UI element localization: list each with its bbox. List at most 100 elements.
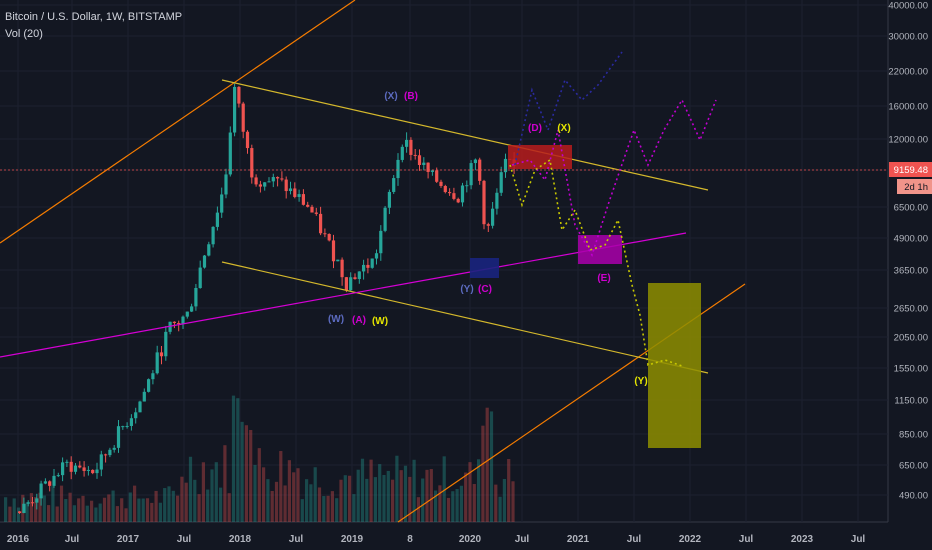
volume-bar (257, 448, 261, 522)
wave-label: (Y) (634, 376, 647, 387)
wave-label: (Y) (460, 284, 473, 295)
volume-bar (38, 492, 42, 522)
candle-body (220, 194, 224, 213)
candle-body (138, 401, 142, 413)
volume-bar (464, 472, 468, 522)
volume-bar (85, 505, 89, 522)
candle-body (39, 483, 43, 499)
volume-bar (77, 498, 81, 522)
volume-bar (386, 470, 390, 522)
channel-upper-line (221, 79, 709, 191)
x-tick-label: Jul (515, 534, 530, 545)
y-tick-label: 1550.00 (894, 364, 928, 375)
volume-bar (494, 484, 498, 522)
candle-body (323, 233, 327, 235)
candle-body (452, 193, 456, 199)
volume-bar (193, 479, 197, 522)
volume-bar (141, 498, 145, 522)
volume-bar (489, 411, 494, 522)
candle-body (121, 426, 125, 428)
candle-body (284, 179, 288, 192)
candle-body (48, 481, 52, 486)
candle-body (26, 502, 30, 504)
volume-bar (210, 469, 214, 522)
candle-body (306, 204, 310, 207)
volume-bar (240, 421, 244, 522)
volume-bar (322, 496, 326, 522)
wave-label: (C) (478, 284, 492, 295)
volume-bar (296, 468, 300, 522)
volume-bar (158, 502, 162, 522)
volume-bar (219, 487, 223, 522)
volume-bar (391, 479, 395, 522)
volume-bar (408, 476, 412, 522)
x-tick-label: 2020 (459, 534, 482, 545)
x-tick-label: 2017 (117, 534, 140, 545)
projection-path-navy (514, 51, 623, 166)
volume-bar (300, 499, 304, 522)
volume-bar (369, 459, 373, 522)
candle-body (134, 412, 138, 419)
y-tick-label: 40000.00 (888, 1, 928, 12)
y-tick-label: 4900.00 (894, 234, 928, 245)
volume-bar (197, 494, 201, 522)
volume-bar (507, 458, 511, 522)
candle-body (181, 316, 185, 324)
candle-body (215, 212, 219, 227)
y-tick-label: 22000.00 (888, 67, 928, 78)
candle-body (473, 159, 477, 164)
volume-bar (317, 487, 322, 522)
candle-body (374, 253, 379, 259)
volume-bar (459, 485, 463, 522)
volume-bar (373, 477, 377, 522)
volume-bar (176, 495, 180, 522)
candle-body (405, 139, 409, 147)
volume-bar (287, 460, 291, 522)
target-zone-magenta (578, 235, 622, 264)
volume-bar (279, 451, 283, 522)
wave-label: (W) (328, 314, 344, 325)
volume-bar (133, 485, 137, 522)
volume-bar (98, 503, 102, 522)
volume-bar (274, 481, 279, 522)
wave-label: (W) (372, 316, 388, 327)
candle-body (465, 185, 469, 187)
volume-bar (150, 502, 154, 522)
target-zone-olive (648, 283, 701, 448)
volume-bar (64, 499, 68, 522)
y-tick-label: 1150.00 (894, 396, 928, 407)
candle-body (73, 465, 78, 472)
volume-indicator-label[interactable]: Vol (20) (5, 28, 43, 40)
volume-bar (270, 490, 274, 522)
candle-body (413, 154, 417, 156)
volume-bar (313, 467, 317, 522)
candle-body (69, 461, 73, 472)
candle-body (370, 258, 374, 268)
candle-body (448, 192, 452, 194)
volume-bar (429, 469, 433, 522)
y-tick-label: 16000.00 (888, 102, 928, 113)
volume-bar (442, 456, 446, 522)
volume-bar (227, 493, 231, 522)
candle-body (172, 321, 176, 323)
volume-bar (403, 465, 408, 522)
volume-bar (231, 395, 236, 522)
candle-body (151, 373, 155, 380)
candlesticks (18, 83, 516, 514)
volume-bar (124, 508, 128, 522)
candle-body (159, 352, 164, 357)
candle-body (379, 230, 383, 254)
candle-body (327, 234, 331, 241)
volume-bar (395, 455, 399, 522)
volume-bar (292, 472, 296, 522)
y-tick-label: 3650.00 (894, 266, 928, 277)
volume-bar (498, 496, 502, 522)
volume-bar (68, 492, 72, 522)
magenta-support-line (0, 232, 687, 358)
volume-bar (206, 489, 210, 522)
volume-bar (352, 494, 356, 522)
x-tick-label: 8 (407, 534, 413, 545)
volume-bar (438, 485, 442, 522)
